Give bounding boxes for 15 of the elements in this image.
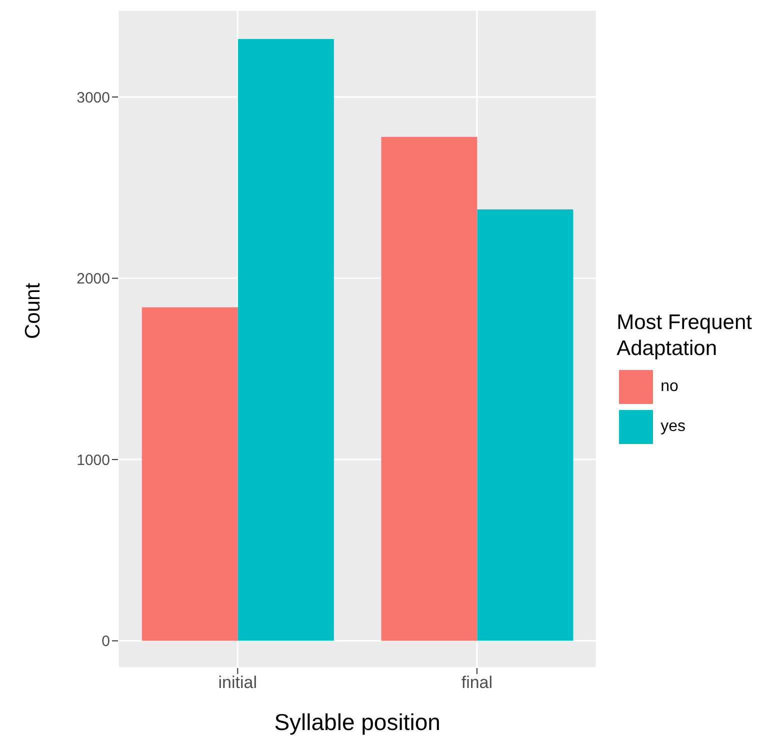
- legend-label: yes: [660, 418, 686, 436]
- x-tick-label: final: [461, 673, 493, 692]
- y-tick-label: 0: [102, 633, 110, 650]
- bar: [381, 136, 478, 641]
- y-tick-label: 3000: [76, 89, 110, 106]
- y-axis-title: Count: [21, 282, 44, 339]
- x-tick-label: initial: [218, 673, 258, 692]
- legend-label: no: [660, 378, 678, 396]
- bar: [142, 307, 238, 641]
- y-tick-label: 2000: [76, 270, 110, 288]
- y-tick-label: 1000: [76, 452, 110, 469]
- bar: [238, 39, 334, 641]
- legend-title: Most Frequent Adaptation: [616, 310, 752, 362]
- x-axis-title: Syllable position: [274, 709, 440, 735]
- bar: [477, 209, 574, 641]
